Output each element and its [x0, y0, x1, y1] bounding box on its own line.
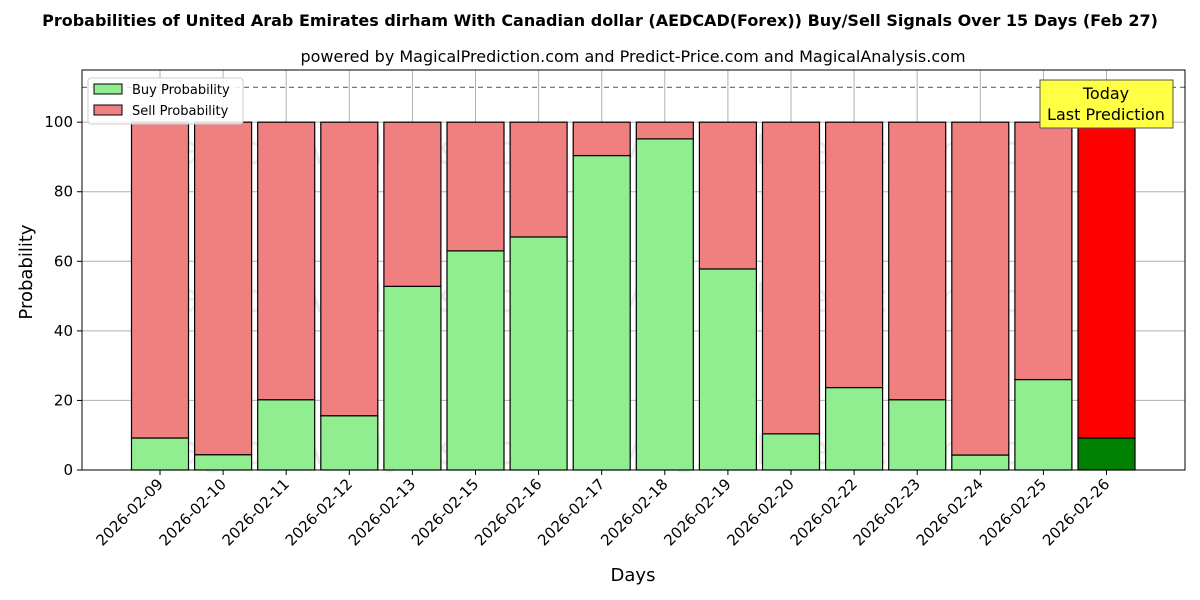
sell-bar	[509, 121, 568, 238]
y-tick-label: 60	[54, 252, 73, 270]
buy-bar	[888, 399, 947, 471]
sell-bar	[635, 121, 694, 140]
sell-bar	[572, 121, 631, 157]
buy-bar	[509, 236, 568, 471]
plot-frame	[81, 69, 1186, 471]
legend: Buy Probability Sell Probability	[87, 77, 244, 125]
x-tick-label: 2026-02-19	[660, 475, 734, 549]
y-tick-label: 40	[54, 322, 73, 340]
buy-bar	[698, 268, 758, 471]
x-tick-label: 2026-02-18	[597, 475, 671, 549]
annotation-line1: Today	[1082, 84, 1129, 103]
buy-bar	[1077, 437, 1136, 471]
x-tick-label: 2026-02-10	[156, 475, 230, 549]
x-axis-label: Days	[611, 565, 656, 586]
sell-bar	[951, 121, 1010, 456]
x-tick-label: 2026-02-09	[92, 475, 166, 549]
legend-box	[87, 77, 244, 125]
y-tick-label: 80	[54, 183, 73, 201]
x-tick-label: 2026-02-22	[787, 475, 861, 549]
sell-bar	[698, 121, 758, 270]
chart-subtitle: powered by MagicalPrediction.com and Pre…	[300, 47, 965, 66]
sell-bar	[194, 121, 253, 456]
legend-label: Buy Probability	[132, 83, 230, 98]
legend-swatch	[93, 83, 123, 95]
sell-bar	[761, 121, 821, 435]
sell-bar	[257, 121, 316, 401]
y-tick-label: 0	[63, 461, 73, 479]
sell-bar	[824, 121, 884, 389]
x-tick-label: 2026-02-13	[345, 475, 419, 549]
x-tick-label: 2026-02-17	[534, 475, 608, 549]
today-annotation: Today Last Prediction	[1039, 79, 1174, 129]
buy-bar	[383, 285, 442, 471]
sell-bar	[320, 121, 379, 417]
buy-bar	[635, 138, 694, 471]
y-axis-label: Probability	[16, 224, 37, 319]
buy-bar	[824, 386, 884, 471]
x-tick-label: 2026-02-11	[219, 475, 293, 549]
legend-label: Sell Probability	[132, 104, 229, 119]
annotation-box	[1039, 79, 1174, 129]
y-tick-label: 100	[44, 113, 73, 131]
buy-bar	[446, 250, 505, 471]
x-tick-label: 2026-02-20	[723, 475, 797, 549]
x-tick-label: 2026-02-23	[850, 475, 924, 549]
buy-bar	[572, 154, 631, 471]
buy-bar	[761, 433, 821, 471]
sell-bar	[383, 121, 442, 287]
buy-bar	[257, 399, 316, 471]
buy-bar	[1014, 378, 1073, 471]
buy-bar	[320, 415, 379, 471]
annotation-line2: Last Prediction	[1047, 105, 1165, 124]
buy-bar	[951, 454, 1010, 471]
sell-bar	[1014, 121, 1073, 381]
x-tick-label: 2026-02-26	[1039, 475, 1113, 549]
x-tick-label: 2026-02-25	[976, 475, 1050, 549]
x-tick-label: 2026-02-12	[282, 475, 356, 549]
buy-bar	[130, 437, 190, 471]
x-tick-label: 2026-02-16	[471, 475, 545, 549]
y-tick-label: 20	[54, 391, 73, 409]
chart-title: Probabilities of United Arab Emirates di…	[42, 11, 1158, 30]
buy-bar	[194, 454, 253, 471]
sell-bar	[130, 121, 190, 439]
sell-bar	[1077, 121, 1136, 439]
bars	[130, 121, 1136, 471]
sell-bar	[888, 121, 947, 401]
x-tick-label: 2026-02-24	[913, 475, 987, 549]
legend-swatch	[93, 104, 123, 116]
x-tick-label: 2026-02-15	[408, 475, 482, 549]
sell-bar	[446, 121, 505, 252]
